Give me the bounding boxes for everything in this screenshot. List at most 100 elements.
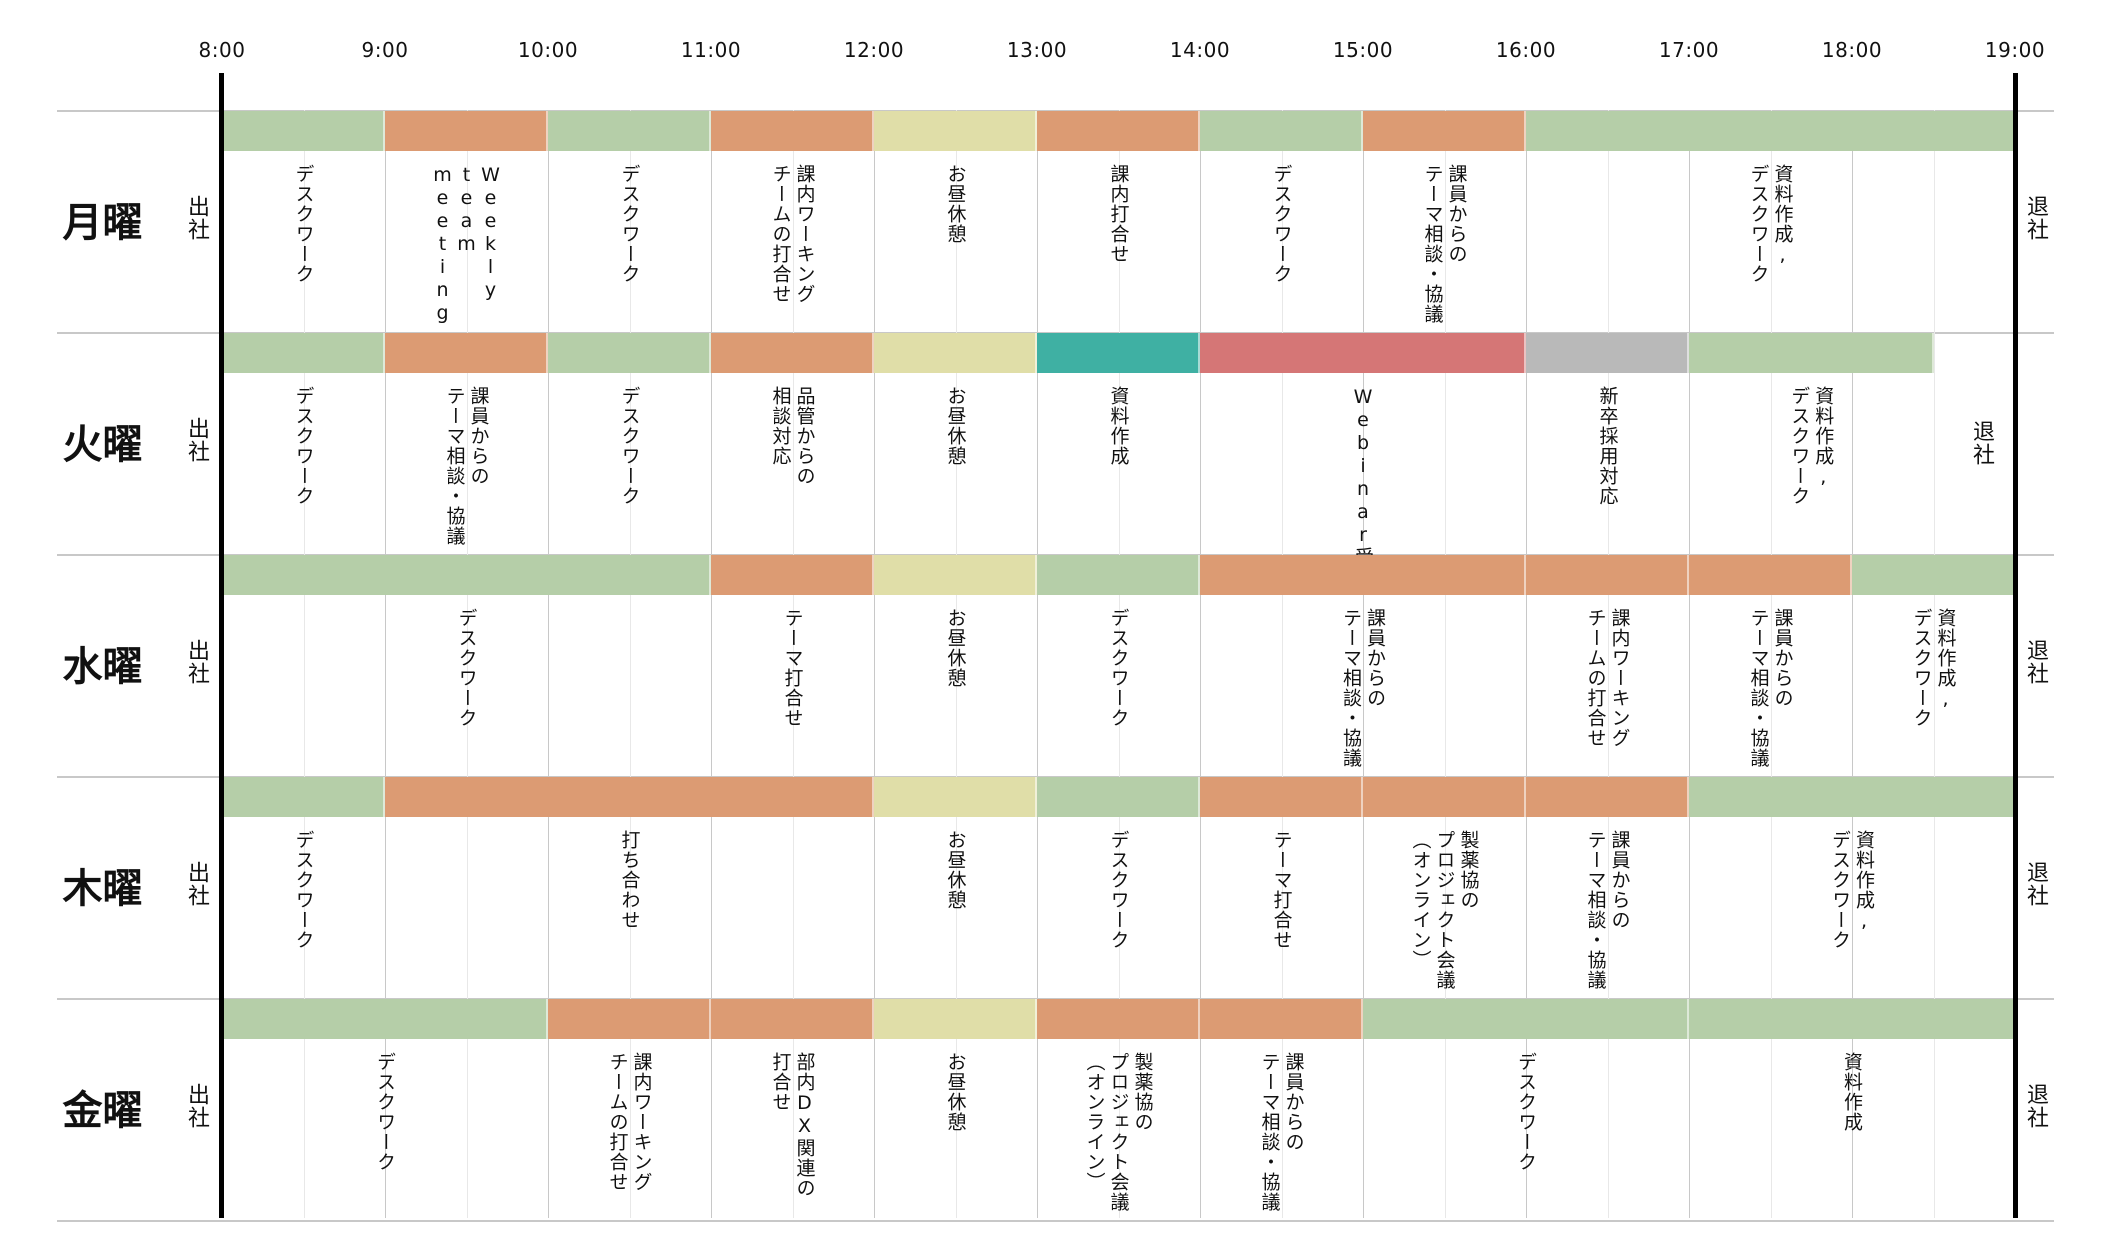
activity-bar-meeting <box>1363 777 1526 817</box>
half-hour-gridline <box>955 110 957 1218</box>
activity-label-line: 製薬協の <box>1131 1052 1154 1132</box>
half-hour-gridline <box>1118 110 1120 1218</box>
arrive-label: 出社 <box>184 1083 209 1129</box>
activity-label: 課内ワーキング チームの打合せ <box>1584 608 1632 748</box>
leave-label: 退社 <box>1968 420 1994 466</box>
half-hour-gridline <box>1607 110 1609 1218</box>
activity-label-line: 打合せ <box>769 1052 792 1112</box>
activity-label: 課員からの テーマ相談・協議 <box>1584 830 1632 990</box>
activity-label-line: meeting <box>431 164 454 325</box>
activity-label-line: 品管からの <box>793 386 816 486</box>
arrive-label: 出社 <box>184 861 209 907</box>
time-label: 18:00 <box>1821 38 1883 62</box>
time-label: 13:00 <box>1006 38 1068 62</box>
activity-label-line: デスクワーク <box>1788 386 1811 506</box>
activity-label-line: 課内ワーキング <box>1608 608 1631 748</box>
day-label: 月曜 <box>62 200 143 246</box>
activity-label-line: テーマ相談・協議 <box>1747 608 1770 768</box>
half-hour-gridline <box>1933 110 1935 1218</box>
time-label: 8:00 <box>198 38 246 62</box>
activity-bar-meeting <box>711 555 874 595</box>
activity-label-line: 課員からの <box>1445 164 1468 264</box>
activity-label-line: 課員からの <box>1364 608 1386 708</box>
hour-gridline <box>385 110 386 1218</box>
hour-gridline <box>1526 110 1527 1218</box>
activity-label-line: お昼休憩 <box>944 164 967 244</box>
activity-label-line: デスクワーク <box>1270 164 1293 284</box>
activity-label-line: Webinar受講 <box>1352 386 1374 587</box>
activity-label: 課内打合せ <box>1107 164 1131 264</box>
activity-label: Webinar受講 <box>1351 386 1375 587</box>
activity-bar-meeting <box>1363 111 1526 151</box>
hour-gridline <box>1689 110 1690 1218</box>
hour-gridline <box>1037 110 1038 1218</box>
activity-label-line: 課員からの <box>467 386 490 486</box>
day-label: 木曜 <box>62 866 143 912</box>
activity-label-line: デスクワーク <box>1910 608 1933 728</box>
hour-gridline <box>1200 110 1201 1218</box>
start-boundary-line <box>219 73 224 1218</box>
activity-label-line: 資料作成, <box>1771 164 1794 267</box>
activity-label: 課員からの テーマ相談・協議 <box>1258 1052 1306 1212</box>
activity-bar-desk <box>222 111 385 151</box>
activity-label-line: チームの打合せ <box>769 164 792 304</box>
activity-label-line: デスクワーク <box>1107 608 1130 728</box>
time-label: 16:00 <box>1495 38 1557 62</box>
arrive-label: 出社 <box>184 639 209 685</box>
leave-label: 退社 <box>2023 639 2048 685</box>
activity-bar-lunch <box>874 111 1037 151</box>
activity-label-line: 相談対応 <box>769 386 792 466</box>
activity-label: 新卒採用対応 <box>1596 386 1620 506</box>
activity-bar-meeting <box>711 333 874 373</box>
activity-label: テーマ打合せ <box>1270 830 1294 950</box>
activity-label-line: 資料作成 <box>1107 386 1130 466</box>
activity-label: 課員からの テーマ相談・協議 <box>1747 608 1795 768</box>
half-hour-gridline <box>466 110 468 1218</box>
activity-label: 資料作成, デスクワーク <box>1787 386 1835 506</box>
activity-bar-desk <box>1037 555 1200 595</box>
activity-bar-lunch <box>874 999 1037 1039</box>
activity-label: 資料作成 <box>1107 386 1131 466</box>
activity-label-line: 課員からの <box>1282 1052 1305 1152</box>
activity-bar-desk <box>222 999 548 1039</box>
activity-bar-desk <box>222 333 385 373</box>
activity-label: デスクワーク <box>618 386 642 506</box>
activity-label: 課員からの テーマ相談・協議 <box>1339 608 1387 768</box>
time-label: 14:00 <box>1169 38 1231 62</box>
activity-label-line: 資料作成, <box>1812 386 1835 489</box>
activity-bar-meeting <box>1037 999 1200 1039</box>
activity-label-line: （オンライン） <box>1083 1052 1106 1192</box>
activity-label-line: テーマ打合せ <box>1270 830 1293 950</box>
activity-label: デスクワーク <box>292 830 316 950</box>
arrive-label: 出社 <box>184 195 209 241</box>
activity-label: 課内ワーキング チームの打合せ <box>769 164 817 304</box>
activity-label-line: デスクワーク <box>292 386 315 506</box>
activity-bar-recruit <box>1526 333 1689 373</box>
end-boundary-line <box>2013 73 2018 1218</box>
activity-bar-desk <box>1526 111 2015 151</box>
activity-label-line: デスクワーク <box>292 830 315 950</box>
activity-label: デスクワーク <box>455 608 479 728</box>
activity-label: 課員からの テーマ相談・協議 <box>1421 164 1469 324</box>
activity-label: 資料作成, デスクワーク <box>1828 830 1876 950</box>
activity-label: デスクワーク <box>292 164 316 284</box>
arrive-label: 出社 <box>184 417 209 463</box>
time-label: 12:00 <box>843 38 905 62</box>
half-hour-gridline <box>1770 110 1772 1218</box>
activity-label-line: 資料作成 <box>1841 1052 1863 1132</box>
activity-label-line: 資料作成, <box>1934 608 1957 711</box>
time-label: 15:00 <box>1332 38 1394 62</box>
activity-bar-meeting <box>711 999 874 1039</box>
leave-label: 退社 <box>2023 861 2048 907</box>
activity-bar-meeting <box>1200 999 1363 1039</box>
activity-label: お昼休憩 <box>944 1052 968 1132</box>
activity-bar-meeting <box>385 333 548 373</box>
hour-gridline <box>874 110 875 1218</box>
activity-label: 部内DX関連の 打合せ <box>769 1052 817 1198</box>
activity-bar-lunch <box>874 777 1037 817</box>
activity-bar-meeting <box>385 111 548 151</box>
half-hour-gridline <box>629 110 631 1218</box>
activity-label-line: テーマ相談・協議 <box>1340 608 1362 768</box>
activity-bar-meeting <box>1037 111 1200 151</box>
activity-label-line: 課員からの <box>1771 608 1794 708</box>
